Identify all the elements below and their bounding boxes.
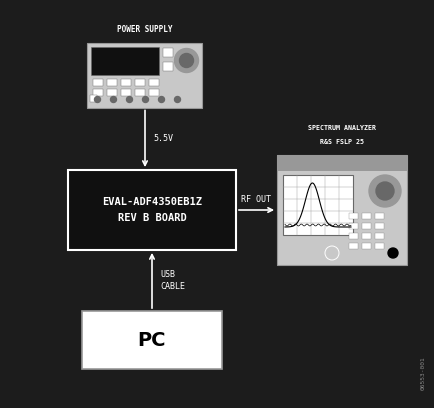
Circle shape (179, 53, 193, 67)
Bar (348, 223, 357, 229)
Text: POWER SUPPLY: POWER SUPPLY (117, 25, 172, 35)
Text: EVAL-ADF4350EB1Z
REV B BOARD: EVAL-ADF4350EB1Z REV B BOARD (102, 197, 201, 223)
Text: SPECTRUM ANALYZER: SPECTRUM ANALYZER (307, 125, 375, 131)
Bar (91, 47, 159, 75)
Bar (276, 155, 406, 171)
Bar (93, 89, 103, 95)
Circle shape (375, 182, 393, 200)
Bar (163, 62, 173, 71)
Bar (90, 95, 97, 102)
Bar (121, 78, 131, 86)
FancyBboxPatch shape (276, 155, 406, 265)
Circle shape (126, 97, 132, 102)
Bar (121, 89, 131, 95)
Bar (163, 47, 173, 56)
Bar (135, 89, 145, 95)
Circle shape (110, 97, 116, 102)
Bar (361, 213, 370, 219)
Text: RF OUT: RF OUT (241, 195, 271, 204)
FancyBboxPatch shape (87, 42, 202, 107)
FancyBboxPatch shape (68, 170, 236, 250)
Circle shape (368, 175, 400, 207)
Circle shape (174, 49, 198, 73)
Text: PC: PC (138, 330, 166, 350)
Bar (374, 233, 383, 239)
Text: 06553-001: 06553-001 (420, 356, 425, 390)
Bar (374, 213, 383, 219)
Bar (149, 89, 159, 95)
Circle shape (387, 248, 397, 258)
Bar (107, 89, 117, 95)
Bar (93, 78, 103, 86)
Text: R&S FSLP 25: R&S FSLP 25 (319, 139, 363, 145)
Text: 5.5V: 5.5V (153, 134, 173, 143)
Circle shape (142, 97, 148, 102)
Circle shape (174, 97, 180, 102)
Bar (283, 175, 352, 235)
Bar (348, 243, 357, 249)
Bar (135, 78, 145, 86)
Bar (149, 78, 159, 86)
Bar (374, 223, 383, 229)
Text: USB
CABLE: USB CABLE (160, 270, 184, 291)
Bar (374, 243, 383, 249)
Circle shape (94, 97, 100, 102)
Bar (348, 233, 357, 239)
Circle shape (158, 97, 164, 102)
FancyBboxPatch shape (82, 311, 221, 369)
Bar (361, 233, 370, 239)
Bar (107, 78, 117, 86)
Bar (361, 223, 370, 229)
Bar (348, 213, 357, 219)
Bar (361, 243, 370, 249)
